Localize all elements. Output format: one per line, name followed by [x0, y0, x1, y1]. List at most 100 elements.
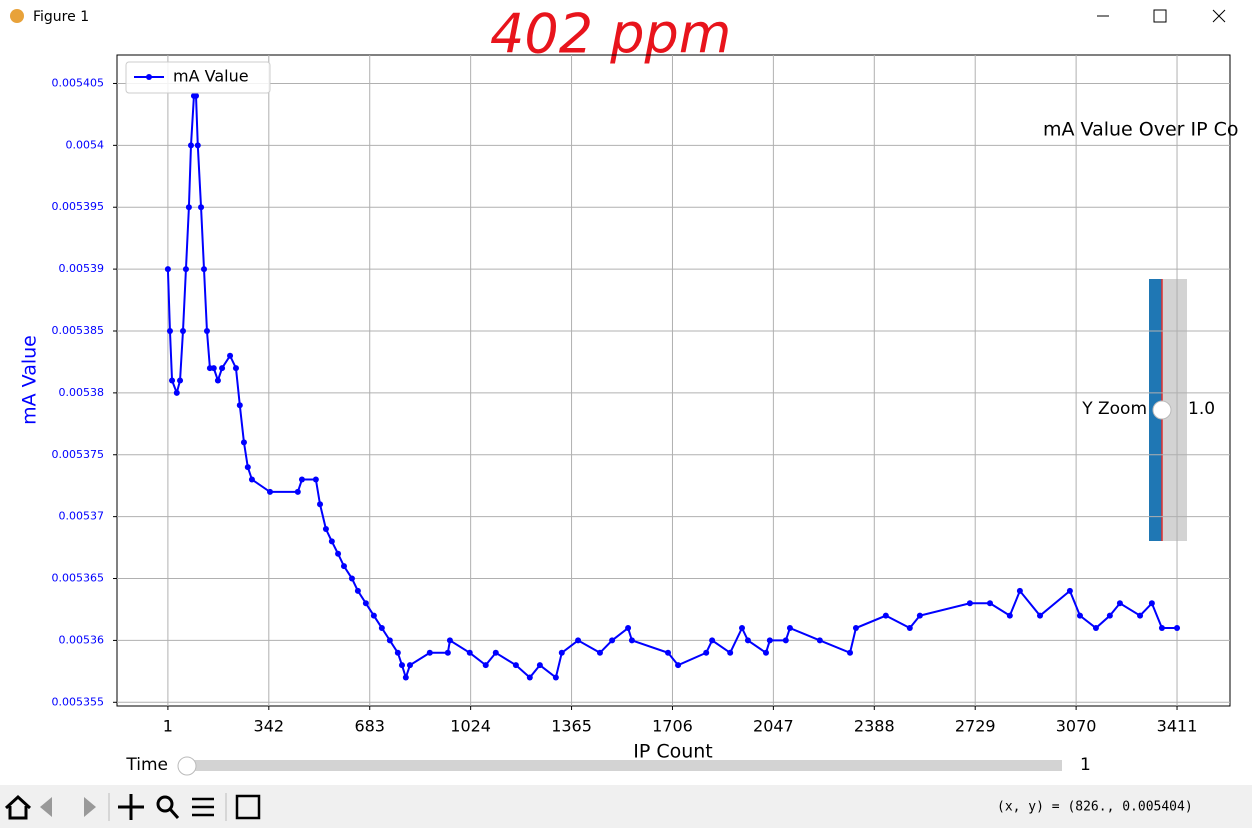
y-zoom-handle[interactable] — [1152, 400, 1172, 420]
data-point — [852, 625, 859, 632]
x-axis-label: IP Count — [633, 741, 713, 763]
close-button[interactable] — [1212, 9, 1226, 23]
y-zoom-label: Y Zoom — [1081, 399, 1147, 419]
chart-title: mA Value Over IP Co — [1043, 119, 1239, 141]
data-point — [744, 637, 751, 644]
data-point — [406, 662, 413, 669]
data-point — [675, 662, 682, 669]
pan-button[interactable] — [118, 794, 144, 820]
data-point — [966, 600, 973, 607]
y-tick-label: 0.005385 — [52, 324, 105, 337]
data-point — [786, 625, 793, 632]
data-point — [1116, 600, 1123, 607]
data-point — [916, 612, 923, 619]
time-handle[interactable] — [177, 756, 197, 776]
data-point — [362, 600, 369, 607]
status-readout: (x, y) = (826., 0.005404) — [997, 800, 1193, 815]
window-title: Figure 1 — [33, 9, 89, 25]
data-point — [816, 637, 823, 644]
data-point — [294, 488, 301, 495]
data-point — [1016, 587, 1023, 594]
x-tick-label: 1024 — [450, 717, 491, 736]
data-point — [182, 266, 189, 273]
data-point — [1174, 625, 1181, 632]
x-tick-label: 1365 — [551, 717, 592, 736]
data-point — [1137, 612, 1144, 619]
zoom-button-handle — [168, 808, 180, 819]
data-point — [847, 649, 854, 656]
data-point — [201, 266, 208, 273]
app-icon — [10, 9, 24, 23]
y-tick-label: 0.00539 — [59, 262, 105, 275]
x-tick-label: 683 — [354, 717, 385, 736]
data-point — [609, 637, 616, 644]
data-point — [739, 625, 746, 632]
save-button[interactable] — [235, 794, 261, 820]
data-point — [198, 204, 205, 211]
y-tick-label: 0.00538 — [59, 386, 105, 399]
data-point — [1066, 587, 1073, 594]
x-tick-label: 2729 — [955, 717, 996, 736]
data-point — [370, 612, 377, 619]
data-point — [1106, 612, 1113, 619]
data-point — [187, 142, 194, 149]
data-point — [179, 327, 186, 334]
data-point — [766, 637, 773, 644]
zoom-button[interactable] — [156, 795, 174, 813]
maximize-button[interactable] — [1153, 9, 1167, 23]
plot-area: 0.005355 0.00536 0.005365 0.00537 0.005375 0.… — [52, 55, 1230, 736]
configure-button[interactable] — [192, 797, 214, 817]
data-point — [354, 587, 361, 594]
data-point — [194, 142, 201, 149]
data-point — [762, 649, 769, 656]
data-point — [203, 327, 210, 334]
y-axis-label: mA Value — [19, 335, 41, 425]
data-point — [1092, 625, 1099, 632]
data-point — [335, 550, 342, 557]
data-point — [227, 352, 234, 359]
data-point — [317, 501, 324, 508]
data-point — [219, 365, 226, 372]
data-point — [193, 92, 200, 99]
data-point — [906, 625, 913, 632]
x-tick-label: 3070 — [1056, 717, 1097, 736]
data-point — [482, 662, 489, 669]
y-tick-label: 0.005375 — [52, 448, 105, 461]
time-value: 1 — [1080, 755, 1091, 775]
data-point — [185, 204, 192, 211]
data-point — [536, 662, 543, 669]
data-point — [378, 625, 385, 632]
data-point — [628, 637, 635, 644]
data-point — [444, 649, 451, 656]
data-point — [1148, 600, 1155, 607]
data-point — [214, 377, 221, 384]
data-point — [402, 674, 409, 681]
y-tick-label: 0.005405 — [52, 76, 105, 89]
back-button[interactable] — [40, 797, 52, 817]
data-point — [173, 389, 180, 396]
data-point — [248, 476, 255, 483]
y-tick-label: 0.00537 — [59, 510, 105, 523]
data-point — [526, 674, 533, 681]
data-point — [298, 476, 305, 483]
home-button[interactable] — [4, 794, 32, 820]
data-point — [232, 365, 239, 372]
data-point — [986, 600, 993, 607]
data-point — [328, 538, 335, 545]
data-point — [177, 377, 184, 384]
data-point — [322, 526, 329, 533]
data-point — [1037, 612, 1044, 619]
x-tick-label: 342 — [254, 717, 285, 736]
data-point — [244, 464, 251, 471]
legend-label: mA Value — [173, 67, 249, 86]
data-point — [312, 476, 319, 483]
data-point — [558, 649, 565, 656]
y-zoom-value: 1.0 — [1188, 399, 1215, 419]
data-point — [398, 662, 405, 669]
forward-button[interactable] — [84, 797, 96, 817]
time-label: Time — [125, 755, 168, 775]
data-point — [166, 327, 173, 334]
axes-frame — [116, 54, 1231, 707]
data-point — [625, 625, 632, 632]
